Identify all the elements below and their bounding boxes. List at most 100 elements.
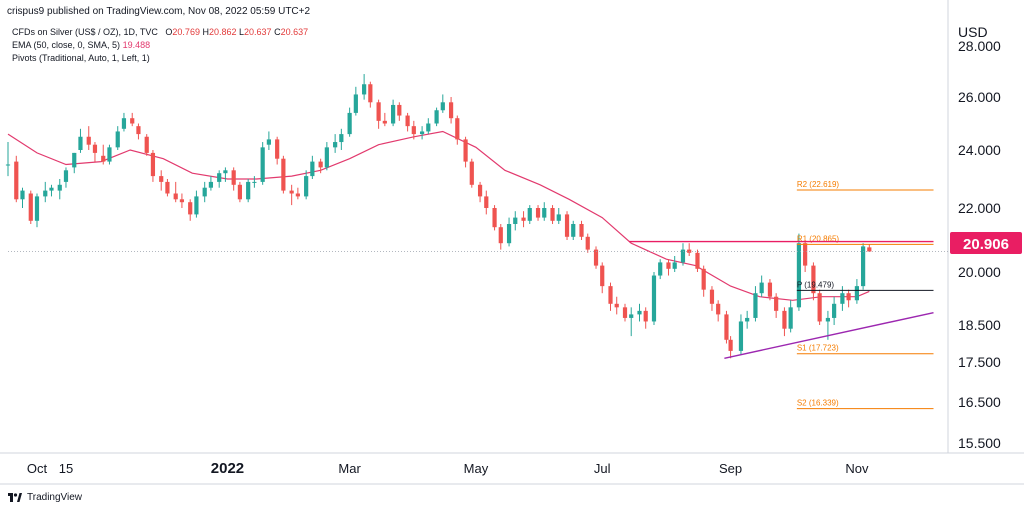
candle-body	[43, 190, 48, 197]
candle-body	[419, 131, 425, 135]
candle-body	[440, 102, 445, 111]
x-tick-label: Mar	[338, 461, 361, 476]
candle-body	[788, 307, 793, 329]
ema-layer	[7, 130, 870, 301]
y-tick-label: 26.000	[958, 89, 1001, 105]
candle-body	[295, 193, 300, 197]
candle-body	[217, 173, 222, 182]
candle-body	[716, 303, 721, 315]
candle-body	[629, 314, 634, 318]
pivot-label: S2 (16.339)	[797, 399, 839, 408]
candle-body	[223, 170, 228, 174]
legend-ema-value: 19.488	[122, 40, 151, 50]
candle-body	[362, 84, 367, 95]
candle-body	[20, 190, 25, 200]
legend-ema-row: EMA (50, close, 0, SMA, 5) 19.488	[12, 39, 308, 52]
candle-body	[324, 147, 329, 168]
candle-body	[498, 227, 503, 244]
candle-body	[252, 181, 257, 183]
candle-body	[593, 249, 599, 266]
candle-body	[825, 317, 831, 322]
y-tick-label: 20.000	[958, 264, 1001, 280]
candle-body	[49, 187, 54, 191]
candle-body	[832, 303, 837, 318]
chart-legend: CFDs on Silver (US$ / OZ), 1D, TVC O20.7…	[12, 26, 308, 65]
tradingview-brand: TradingView	[27, 492, 83, 503]
x-tick-label: Oct	[27, 461, 48, 476]
candles-layer	[5, 74, 872, 359]
tradingview-footer[interactable]: TradingView	[8, 492, 82, 503]
candle-body	[695, 252, 700, 269]
candle-body	[115, 131, 120, 148]
candle-body	[564, 214, 570, 237]
x-tick-label: 15	[59, 461, 73, 476]
candle-body	[391, 104, 396, 124]
candle-body	[426, 123, 431, 132]
candle-body	[136, 126, 141, 135]
legend-symbol-row: CFDs on Silver (US$ / OZ), 1D, TVC O20.7…	[12, 26, 308, 39]
candle-body	[246, 181, 251, 200]
candle-body	[194, 196, 199, 215]
candle-body	[527, 208, 532, 221]
pivot-label: R1 (20.865)	[797, 234, 840, 243]
pivot-label: R2 (22.619)	[797, 180, 840, 189]
candle-body	[571, 224, 576, 237]
candle-body	[637, 310, 642, 315]
x-tick-label: Sep	[719, 461, 742, 476]
y-tick-label: 17.500	[958, 354, 1001, 370]
candle-body	[448, 102, 454, 119]
candle-body	[318, 161, 323, 168]
legend-l: L	[239, 27, 245, 37]
candle-body	[63, 170, 69, 182]
y-tick-label: 15.500	[958, 435, 1001, 451]
candle-body	[854, 286, 859, 301]
candle-body	[208, 181, 214, 188]
legend-l-value: 20.637	[244, 27, 272, 37]
y-tick-label: 28.000	[958, 38, 1001, 54]
candle-body	[78, 136, 83, 150]
candle-body	[579, 224, 584, 237]
candle-body	[535, 208, 541, 218]
candle-body	[550, 208, 555, 221]
candle-body	[304, 176, 309, 197]
candle-body	[753, 293, 758, 318]
candle-body	[289, 190, 294, 194]
legend-pivots-row: Pivots (Traditional, Auto, 1, Left, 1)	[12, 52, 308, 65]
candle-body	[600, 265, 605, 287]
candle-body	[861, 246, 866, 287]
candle-body	[680, 249, 686, 263]
candle-body	[281, 158, 286, 191]
candle-body	[867, 247, 872, 252]
y-tick-label: 18.500	[958, 317, 1001, 333]
candle-body	[463, 139, 468, 162]
candle-body	[709, 289, 715, 304]
legend-c-value: 20.637	[280, 27, 309, 37]
candle-body	[333, 142, 338, 148]
price-badge-label: 20.906	[963, 236, 1009, 253]
candle-body	[687, 249, 692, 253]
legend-h: H	[202, 27, 209, 37]
candle-body	[658, 262, 663, 276]
candle-body	[266, 139, 271, 145]
axes-layer: 28.000 26.000 24.000 22.000 20.000 18.500 17.5…	[27, 24, 1022, 477]
tradingview-logo-icon	[8, 493, 22, 502]
candle-body	[202, 187, 207, 197]
candle-body	[188, 202, 193, 215]
candle-body	[5, 164, 11, 166]
candle-body	[101, 155, 106, 162]
candle-body	[310, 161, 315, 177]
candle-body	[179, 199, 185, 203]
candle-body	[86, 136, 91, 145]
candle-body	[701, 268, 706, 290]
x-tick-label: Jul	[594, 461, 611, 476]
pivot-label: P (19.479)	[797, 280, 835, 289]
candle-body	[368, 84, 373, 103]
y-tick-label: 24.000	[958, 142, 1001, 158]
candle-body	[846, 293, 851, 301]
candle-body	[745, 317, 750, 322]
candle-body	[492, 208, 497, 228]
candle-body	[434, 110, 439, 124]
candle-body	[759, 282, 764, 294]
candle-body	[724, 314, 729, 340]
